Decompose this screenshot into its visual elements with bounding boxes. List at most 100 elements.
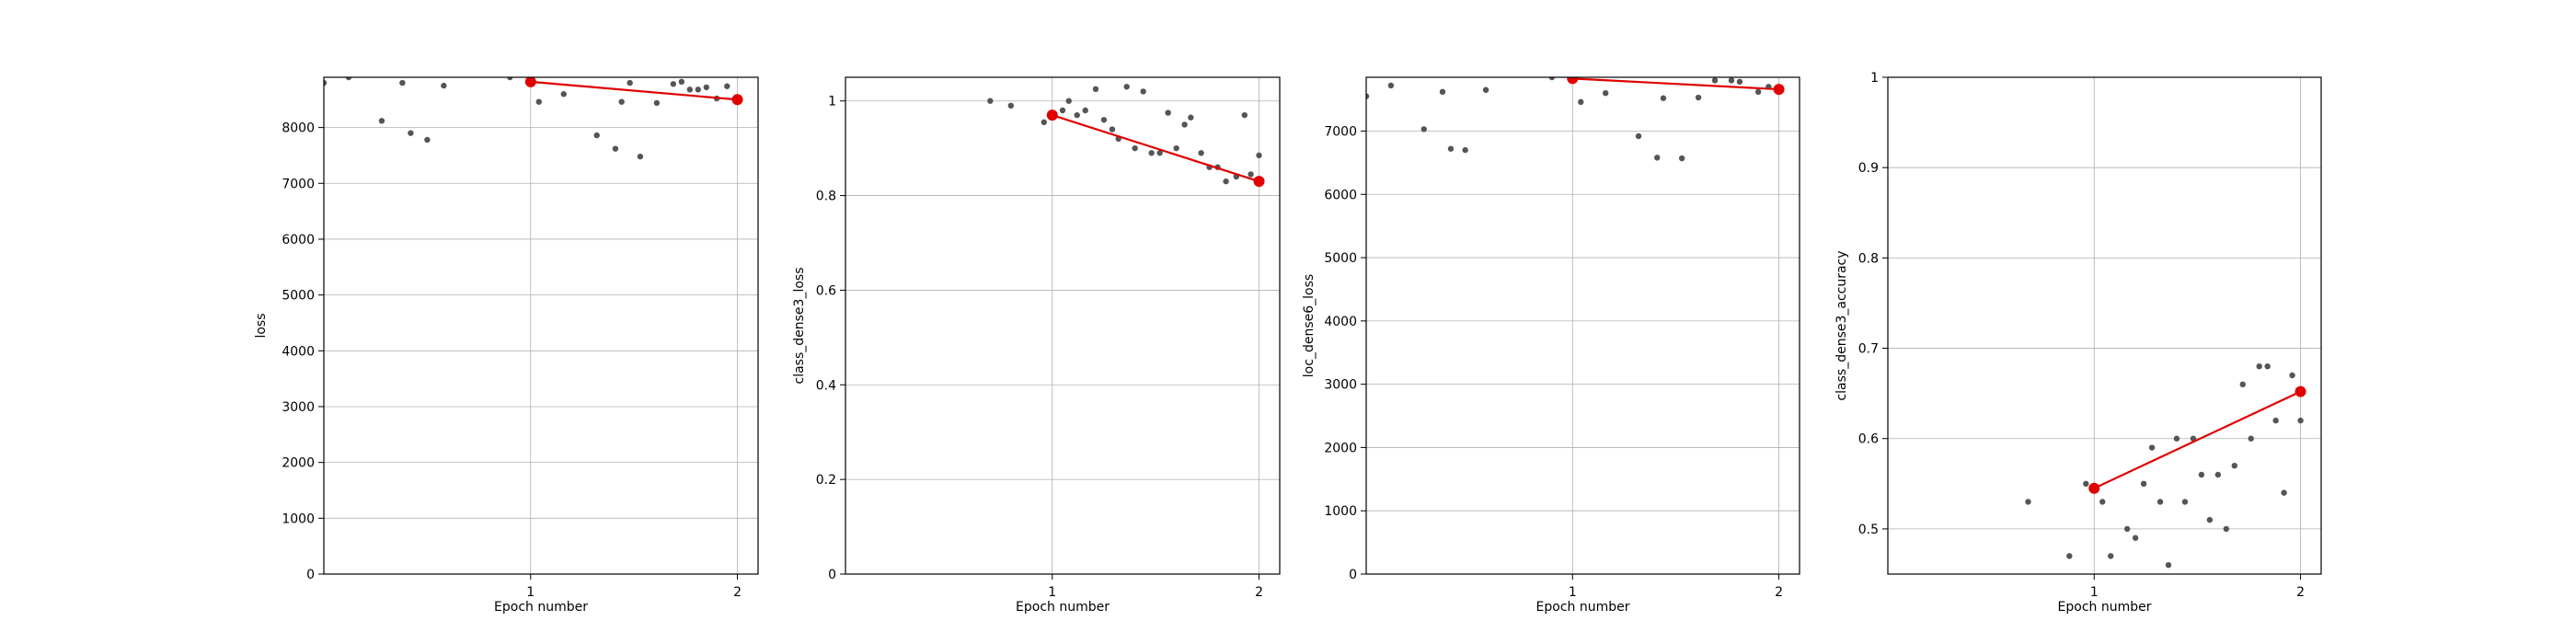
scatter-point [324, 79, 328, 86]
y-tick-label: 0.6 [816, 283, 836, 298]
trend-line [530, 80, 738, 101]
trend-marker [1773, 84, 1785, 96]
scatter-point [2206, 516, 2214, 523]
scatter-point [2190, 435, 2197, 442]
y-tick-label: 1000 [282, 512, 315, 526]
x-tick-label: 1 [526, 585, 535, 600]
scatter-point [1065, 98, 1072, 104]
trend-marker [524, 77, 536, 87]
chart-panel-3: 0 1000 2000 3000 4000 5000 6000 7000 1 2 Epoch num… [1302, 76, 1800, 615]
trend-line [2093, 390, 2302, 489]
scatter-point [2099, 499, 2106, 505]
scatter-point [1736, 78, 1743, 86]
scatter-point [1223, 178, 1229, 185]
scatter-point [1548, 77, 1556, 81]
trend-marker [1253, 176, 1265, 188]
y-tick-label: 0.8 [816, 190, 836, 204]
scatter-point [2108, 553, 2114, 559]
y-tick-label: 0.2 [816, 473, 836, 488]
scatter-point [424, 136, 431, 144]
scatter-point [2148, 444, 2156, 451]
scatter-point [1173, 144, 1179, 152]
x-tick-label: 2 [733, 585, 742, 600]
scatter-point [2297, 417, 2304, 424]
scatter-point [2165, 561, 2172, 569]
scatter-point [1728, 77, 1735, 84]
y-tick-label: 0 [1349, 568, 1357, 582]
scatter-point [1635, 132, 1642, 140]
scatter-point [1462, 146, 1468, 154]
scatter-point [1439, 88, 1446, 96]
scatter-point [2198, 471, 2205, 478]
scatter-point [1482, 86, 1489, 93]
scatter-point [1181, 121, 1188, 128]
scatter-point [2223, 525, 2230, 533]
y-tick-label: 3000 [282, 400, 315, 415]
scatter-point [2025, 499, 2031, 505]
scatter-point [2066, 553, 2073, 559]
y-tick-label: 3000 [1324, 378, 1357, 393]
axes-frame [845, 76, 1281, 575]
scatter-point [1387, 82, 1395, 89]
scatter-point [1074, 111, 1080, 119]
y-tick-label: 0 [306, 568, 315, 582]
scatter-point [2239, 381, 2246, 388]
scatter-point [1241, 111, 1248, 119]
trend-marker [1046, 109, 1058, 121]
scatter-point [1447, 145, 1455, 152]
scatter-point [560, 91, 567, 98]
scatter-point [2248, 435, 2254, 442]
scatter-point [535, 98, 542, 105]
scatter-point [1754, 88, 1762, 96]
scatter-point [1366, 93, 1370, 99]
scatter-point [2083, 480, 2089, 488]
y-tick-label: 5000 [1324, 251, 1357, 266]
trend-line [1572, 77, 1779, 91]
scatter-point [653, 99, 661, 107]
plot-area [1366, 77, 1785, 162]
y-axis-label: class_dense3_loss [792, 268, 807, 385]
scatter-point [2156, 499, 2164, 505]
scatter-point [2281, 489, 2287, 496]
x-tick-label: 2 [1775, 585, 1783, 600]
axes-frame [323, 76, 759, 575]
scatter-point [1256, 152, 1262, 159]
scatter-point [399, 79, 406, 86]
x-tick-label: 2 [1255, 585, 1263, 600]
scatter-point [2140, 480, 2147, 488]
y-tick-label: 7000 [282, 177, 315, 191]
scatter-point [2123, 525, 2131, 533]
scatter-point [612, 145, 619, 152]
scatter-point [1132, 144, 1138, 152]
scatter-point [1041, 119, 1047, 126]
scatter-point [1140, 88, 1146, 95]
trend-marker [1567, 77, 1579, 85]
scatter-point [1059, 107, 1066, 114]
scatter-point [1165, 109, 1171, 116]
scatter-point [2256, 362, 2262, 370]
trend-line [1052, 114, 1259, 183]
scatter-point [686, 86, 694, 93]
y-axis-label: loss [254, 313, 269, 338]
x-tick-label: 1 [1048, 585, 1056, 600]
scatter-point [2132, 535, 2139, 541]
y-tick-label: 8000 [282, 121, 315, 136]
scatter-point [1198, 150, 1204, 156]
axes-frame [1365, 76, 1800, 575]
x-axis-label: Epoch number [494, 600, 588, 615]
y-axis-label: loc_dense6_loss [1302, 274, 1317, 377]
y-tick-label: 1 [828, 95, 836, 109]
scatter-point [1420, 126, 1428, 132]
scatter-point [408, 130, 414, 136]
x-tick-label: 2 [2296, 585, 2305, 600]
y-tick-label: 1 [1870, 71, 1879, 86]
scatter-point [2181, 499, 2189, 505]
y-tick-label: 0 [828, 568, 836, 582]
axes-frame [1887, 76, 2322, 575]
scatter-point [441, 82, 447, 89]
y-tick-label: 6000 [1324, 188, 1357, 202]
chart-panel-2: 0 0.2 0.4 0.6 0.8 1 1 2 Epoch number class_dense3… [792, 76, 1281, 615]
scatter-point [593, 132, 600, 139]
trend-marker [2088, 482, 2100, 494]
